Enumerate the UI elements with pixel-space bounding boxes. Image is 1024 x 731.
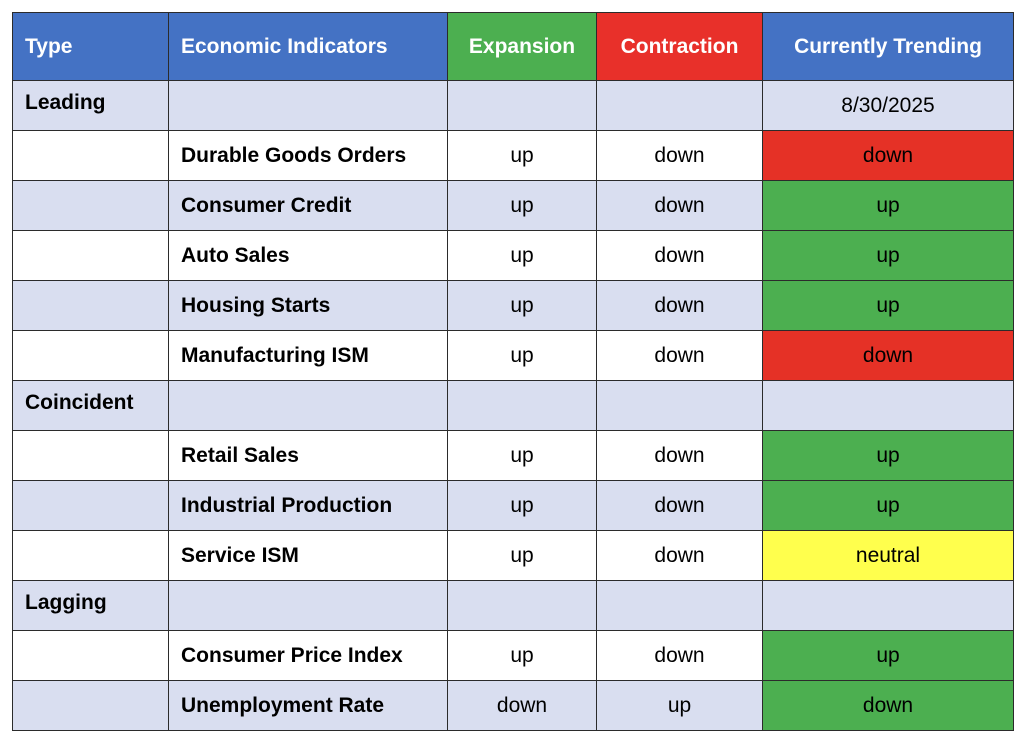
- table-row: Consumer Price Index up down up: [12, 630, 1014, 681]
- type-cell: [12, 230, 169, 281]
- trend-cell: up: [762, 230, 1014, 281]
- type-cell: Lagging: [12, 580, 169, 631]
- trend-cell: down: [762, 130, 1014, 181]
- indicator-cell: Manufacturing ISM: [168, 330, 448, 381]
- expansion-cell: up: [447, 630, 597, 681]
- table-row: Manufacturing ISM up down down: [12, 330, 1014, 381]
- type-cell: [12, 330, 169, 381]
- contraction-cell: [596, 80, 763, 131]
- expansion-cell: up: [447, 430, 597, 481]
- indicator-cell: Retail Sales: [168, 430, 448, 481]
- contraction-cell: down: [596, 480, 763, 531]
- type-cell: [12, 430, 169, 481]
- trend-cell: up: [762, 480, 1014, 531]
- indicator-cell: [168, 580, 448, 631]
- type-cell: [12, 680, 169, 731]
- contraction-cell: down: [596, 180, 763, 231]
- table-body: Leading 8/30/2025 Durable Goods Orders up do…: [12, 80, 1014, 731]
- expansion-cell: up: [447, 230, 597, 281]
- contraction-cell: down: [596, 280, 763, 331]
- trend-cell: neutral: [762, 530, 1014, 581]
- type-cell: [12, 130, 169, 181]
- contraction-cell: up: [596, 680, 763, 731]
- table-row: Consumer Credit up down up: [12, 180, 1014, 231]
- header-cell: Expansion: [447, 12, 597, 81]
- contraction-cell: down: [596, 630, 763, 681]
- type-cell: Coincident: [12, 380, 169, 431]
- indicator-cell: Durable Goods Orders: [168, 130, 448, 181]
- table-row: Unemployment Rate down up down: [12, 680, 1014, 731]
- expansion-cell: up: [447, 280, 597, 331]
- header-cell: Contraction: [596, 12, 763, 81]
- trend-cell: up: [762, 180, 1014, 231]
- expansion-cell: down: [447, 680, 597, 731]
- expansion-cell: [447, 580, 597, 631]
- contraction-cell: down: [596, 130, 763, 181]
- expansion-cell: up: [447, 530, 597, 581]
- expansion-cell: up: [447, 480, 597, 531]
- indicator-cell: Housing Starts: [168, 280, 448, 331]
- contraction-cell: [596, 380, 763, 431]
- indicator-cell: Unemployment Rate: [168, 680, 448, 731]
- type-cell: [12, 280, 169, 331]
- contraction-cell: down: [596, 430, 763, 481]
- expansion-cell: [447, 380, 597, 431]
- type-cell: [12, 530, 169, 581]
- indicator-cell: Service ISM: [168, 530, 448, 581]
- table-row: Auto Sales up down up: [12, 230, 1014, 281]
- trend-cell: up: [762, 280, 1014, 331]
- type-cell: [12, 480, 169, 531]
- table-row: Lagging: [12, 580, 1014, 631]
- indicator-table: Type Economic Indicators Expansion Contract…: [12, 12, 1014, 731]
- type-cell: [12, 180, 169, 231]
- type-cell: Leading: [12, 80, 169, 131]
- type-cell: [12, 630, 169, 681]
- table-row: Durable Goods Orders up down down: [12, 130, 1014, 181]
- table-row: Housing Starts up down up: [12, 280, 1014, 331]
- indicator-cell: [168, 380, 448, 431]
- trend-cell: up: [762, 630, 1014, 681]
- header-row: Type Economic Indicators Expansion Contract…: [12, 12, 1014, 81]
- table-row: Service ISM up down neutral: [12, 530, 1014, 581]
- expansion-cell: up: [447, 130, 597, 181]
- indicator-cell: Consumer Price Index: [168, 630, 448, 681]
- indicator-cell: Industrial Production: [168, 480, 448, 531]
- header-cell: Currently Trending: [762, 12, 1014, 81]
- trend-cell: down: [762, 680, 1014, 731]
- table-row: Industrial Production up down up: [12, 480, 1014, 531]
- expansion-cell: up: [447, 180, 597, 231]
- trend-cell: [762, 380, 1014, 431]
- trend-cell: [762, 580, 1014, 631]
- contraction-cell: down: [596, 330, 763, 381]
- header-cell: Type: [12, 12, 169, 81]
- contraction-cell: [596, 580, 763, 631]
- indicator-cell: Auto Sales: [168, 230, 448, 281]
- table-row: Retail Sales up down up: [12, 430, 1014, 481]
- expansion-cell: [447, 80, 597, 131]
- trend-cell: 8/30/2025: [762, 80, 1014, 131]
- header-cell: Economic Indicators: [168, 12, 448, 81]
- indicator-cell: [168, 80, 448, 131]
- indicator-cell: Consumer Credit: [168, 180, 448, 231]
- expansion-cell: up: [447, 330, 597, 381]
- table-row: Leading 8/30/2025: [12, 80, 1014, 131]
- table-row: Coincident: [12, 380, 1014, 431]
- contraction-cell: down: [596, 230, 763, 281]
- trend-cell: down: [762, 330, 1014, 381]
- contraction-cell: down: [596, 530, 763, 581]
- page: Type Economic Indicators Expansion Contract…: [12, 12, 1014, 731]
- trend-cell: up: [762, 430, 1014, 481]
